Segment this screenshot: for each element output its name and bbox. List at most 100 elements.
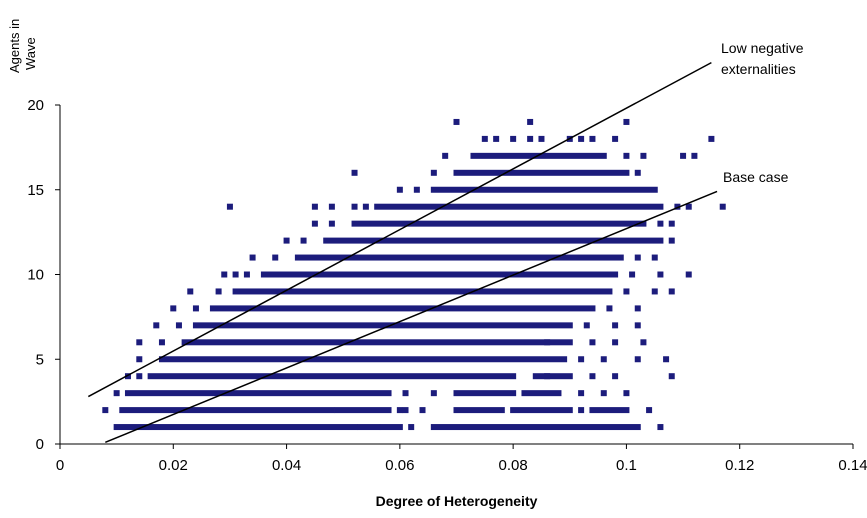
data-point <box>623 288 630 295</box>
data-point-band <box>521 390 562 397</box>
x-tick-label: 0.08 <box>499 457 528 474</box>
data-point <box>708 135 715 142</box>
data-point-band <box>113 424 358 431</box>
data-point <box>402 390 409 397</box>
data-point <box>600 390 607 397</box>
data-point <box>430 390 437 397</box>
data-point <box>419 407 426 414</box>
data-point <box>578 356 585 363</box>
data-point <box>362 203 369 210</box>
data-point <box>283 237 290 244</box>
data-point <box>634 254 641 261</box>
data-point <box>640 339 647 346</box>
data-point <box>232 271 239 278</box>
data-point <box>113 390 120 397</box>
data-point <box>221 271 228 278</box>
data-point-band <box>532 373 573 380</box>
data-point <box>493 135 500 142</box>
trend-line-low-negative-externalities <box>87 61 712 398</box>
data-point <box>583 322 590 329</box>
data-point <box>192 305 199 312</box>
data-point <box>153 322 160 329</box>
data-point <box>612 322 619 329</box>
data-point <box>578 135 585 142</box>
data-point <box>663 356 670 363</box>
y-axis-title: Agents in Wave <box>7 19 38 73</box>
data-point <box>311 203 318 210</box>
data-point-band <box>379 424 403 431</box>
data-point <box>634 305 641 312</box>
data-point <box>685 271 692 278</box>
data-point <box>623 118 630 125</box>
data-point <box>311 220 318 227</box>
data-point <box>124 373 131 380</box>
data-point <box>606 305 613 312</box>
data-point <box>249 254 256 261</box>
data-point <box>685 203 692 210</box>
data-point-band <box>510 407 573 414</box>
data-point-band <box>260 271 619 278</box>
data-point <box>589 339 596 346</box>
data-point <box>640 152 647 159</box>
data-point <box>578 390 585 397</box>
data-point <box>657 220 664 227</box>
data-point-band <box>430 186 658 193</box>
data-point-band <box>351 220 647 227</box>
data-point <box>668 237 675 244</box>
data-point <box>527 118 534 125</box>
y-tick-label: 10 <box>27 267 44 284</box>
data-point <box>351 169 358 176</box>
data-point <box>136 373 143 380</box>
data-point <box>544 339 551 346</box>
x-tick-label: 0.06 <box>385 457 414 474</box>
y-tick-label: 0 <box>36 436 44 453</box>
data-point <box>136 356 143 363</box>
data-point <box>600 356 607 363</box>
y-axis-title-line-2: Wave <box>23 37 38 70</box>
data-point-band <box>119 407 335 414</box>
data-point <box>215 288 222 295</box>
x-tick-label: 0.12 <box>725 457 754 474</box>
data-point <box>453 118 460 125</box>
data-point-band <box>147 373 517 380</box>
data-point-band <box>209 305 596 312</box>
x-tick-label: 0.02 <box>159 457 188 474</box>
data-point <box>170 305 177 312</box>
x-tick-label: 0.14 <box>838 457 867 474</box>
x-tick-label: 0.1 <box>616 457 637 474</box>
data-point-band <box>589 407 630 414</box>
data-point <box>538 135 545 142</box>
data-point-band <box>158 356 568 363</box>
data-point <box>328 203 335 210</box>
data-point-band <box>357 424 381 431</box>
data-point <box>544 373 551 380</box>
data-point <box>674 203 681 210</box>
trend-lines <box>87 61 718 443</box>
data-point <box>136 339 143 346</box>
data-point <box>175 322 182 329</box>
x-tick-label: 0 <box>56 457 64 474</box>
data-point-band <box>323 237 664 244</box>
data-point <box>651 288 658 295</box>
data-point <box>623 390 630 397</box>
data-point <box>668 288 675 295</box>
data-point <box>481 135 488 142</box>
tick-labels: 0 0.02 0.04 0.06 0.08 0.1 0.12 0.14 0 5 10 15 20 <box>27 97 867 474</box>
data-point-band <box>181 339 573 346</box>
data-point <box>691 152 698 159</box>
data-point <box>612 135 619 142</box>
data-point <box>226 203 233 210</box>
data-point <box>657 424 664 431</box>
data-point <box>413 186 420 193</box>
data-point-band <box>124 390 392 397</box>
data-point <box>351 203 358 210</box>
data-point <box>158 339 165 346</box>
annotation-base-case: Base case <box>723 169 789 185</box>
data-point <box>396 407 403 414</box>
data-point <box>408 424 415 431</box>
data-point-band <box>374 203 664 210</box>
y-tick-label: 20 <box>27 97 44 114</box>
data-point-band <box>294 254 624 261</box>
trend-line-base-case <box>105 190 718 443</box>
data-point <box>634 169 641 176</box>
